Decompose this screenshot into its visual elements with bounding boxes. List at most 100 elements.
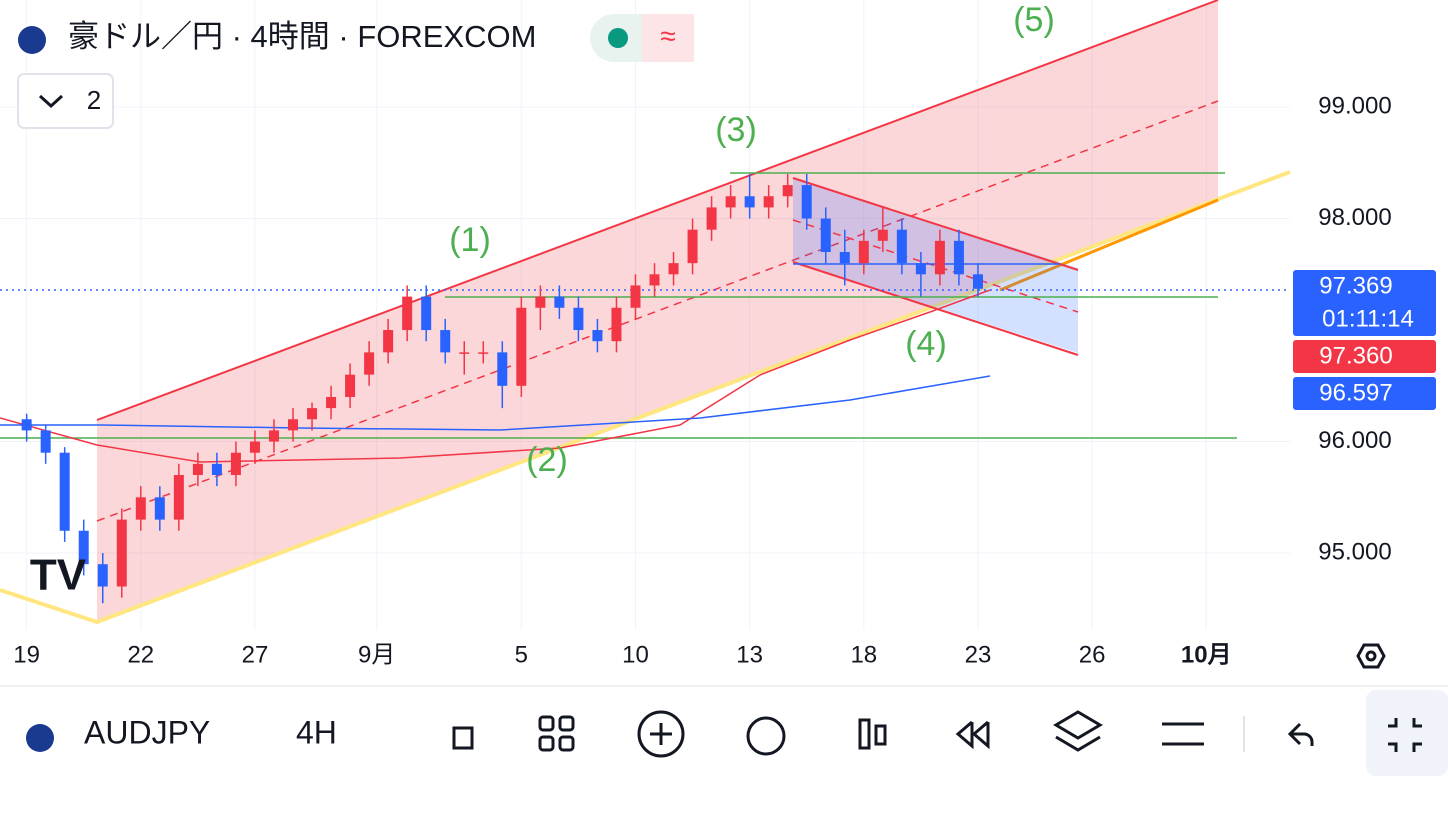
symbol-title[interactable]: 豪ドル／円 · 4時間 · FOREXCOM [68,19,536,54]
x-tick-label: 23 [965,641,992,668]
moving-average [0,289,991,463]
y-tick-label: 96.000 [1318,427,1391,454]
candle-body [421,296,432,331]
flag-top [792,177,1079,271]
flag-icon [26,724,54,752]
candle-body [497,352,508,386]
candle-body [154,497,165,520]
candle-body [116,519,127,587]
replay-icon[interactable] [955,720,974,750]
replay-icon [971,720,990,750]
layers-icon [1055,735,1101,752]
layers-icon[interactable] [1053,710,1103,740]
x-tick-label: 9月 [358,641,395,668]
candle-body [763,196,774,208]
x-tick-label: 22 [127,641,154,668]
candle-body [192,463,203,476]
chart-type-icon [874,724,887,746]
candle-body [440,330,451,353]
price-labels: 97.369 01:11:14 97.360 96.597 [1293,270,1436,410]
candle-body [554,296,565,308]
x-tick-label: 10 [622,641,649,668]
candle-body [706,207,717,230]
settings-icon[interactable] [1356,643,1386,669]
candle-body [249,441,260,453]
candle-body [326,396,337,409]
layout-icon [538,735,555,752]
alert-icon[interactable] [746,716,786,756]
add-icon[interactable] [637,710,685,758]
candle-body [801,185,812,219]
undo-icon[interactable] [1287,722,1314,746]
compare-icon[interactable] [452,726,474,750]
candle-body [953,240,964,275]
candle-body [573,307,584,331]
countdown: 01:11:14 [1322,305,1414,332]
candle-body [59,452,70,531]
moving-average [0,375,991,431]
flag-mid [792,219,1079,313]
candle-body [725,196,736,208]
chart-type-icon[interactable] [858,718,871,750]
candle-body [21,419,32,431]
layout-icon [558,715,575,732]
candle-body [877,229,888,241]
candle-body [97,564,108,587]
x-tick-label: 18 [850,641,877,668]
candle-body [592,330,603,342]
wave-label: (3) [715,111,757,149]
price-label: 97.369 [1319,272,1392,299]
candle-body [345,374,356,397]
toolbar-symbol[interactable]: AUDJPY [84,714,210,750]
candle-body [516,307,527,386]
candle-body [307,408,318,420]
indicator-count: 2 [87,85,101,115]
candle-body [268,430,279,442]
price-label-box [1293,340,1436,373]
candle-body [211,463,222,476]
layout-icon[interactable] [538,715,555,732]
toolbar-interval[interactable]: 4H [296,714,337,750]
wave-label: (2) [526,441,568,479]
candle-body [649,274,660,286]
x-tick-label: 19 [13,641,40,668]
candle-body [78,530,89,565]
wave-label: (5) [1013,1,1055,39]
candle-body [687,229,698,264]
candle-body [839,252,850,264]
y-tick-label: 95.000 [1318,538,1391,565]
candle-body [402,296,413,331]
settings-icon [1365,650,1377,662]
wave-label: (1) [449,221,491,259]
flag-icon [18,26,46,54]
price-label: 96.597 [1319,379,1392,406]
price-label-box [1293,377,1436,410]
candle-body [934,240,945,275]
indicator-toggle[interactable] [17,73,114,129]
layout-icon [558,735,575,752]
wave-label: (4) [905,325,947,363]
x-tick-label: 13 [736,641,763,668]
price-label-box [1293,270,1436,336]
candle-body [630,285,641,308]
candle-body [535,296,546,308]
y-tick-label: 99.000 [1318,92,1391,119]
candle-body [230,452,241,476]
candle-body [478,352,489,354]
candle-body [135,497,146,520]
x-tick-label: 26 [1079,641,1106,668]
candle-body [364,352,375,375]
candle-body [40,430,51,453]
candle-body [383,330,394,353]
candle-body [820,218,831,252]
candle-body [668,263,679,275]
channel-top [96,0,1219,421]
channel-mid [96,100,1219,522]
candle-body [915,263,926,275]
delay-icon: ≈ [660,20,675,51]
fullscreen-button[interactable] [1366,690,1448,776]
candle-body [744,196,755,208]
candle-body [173,475,184,520]
